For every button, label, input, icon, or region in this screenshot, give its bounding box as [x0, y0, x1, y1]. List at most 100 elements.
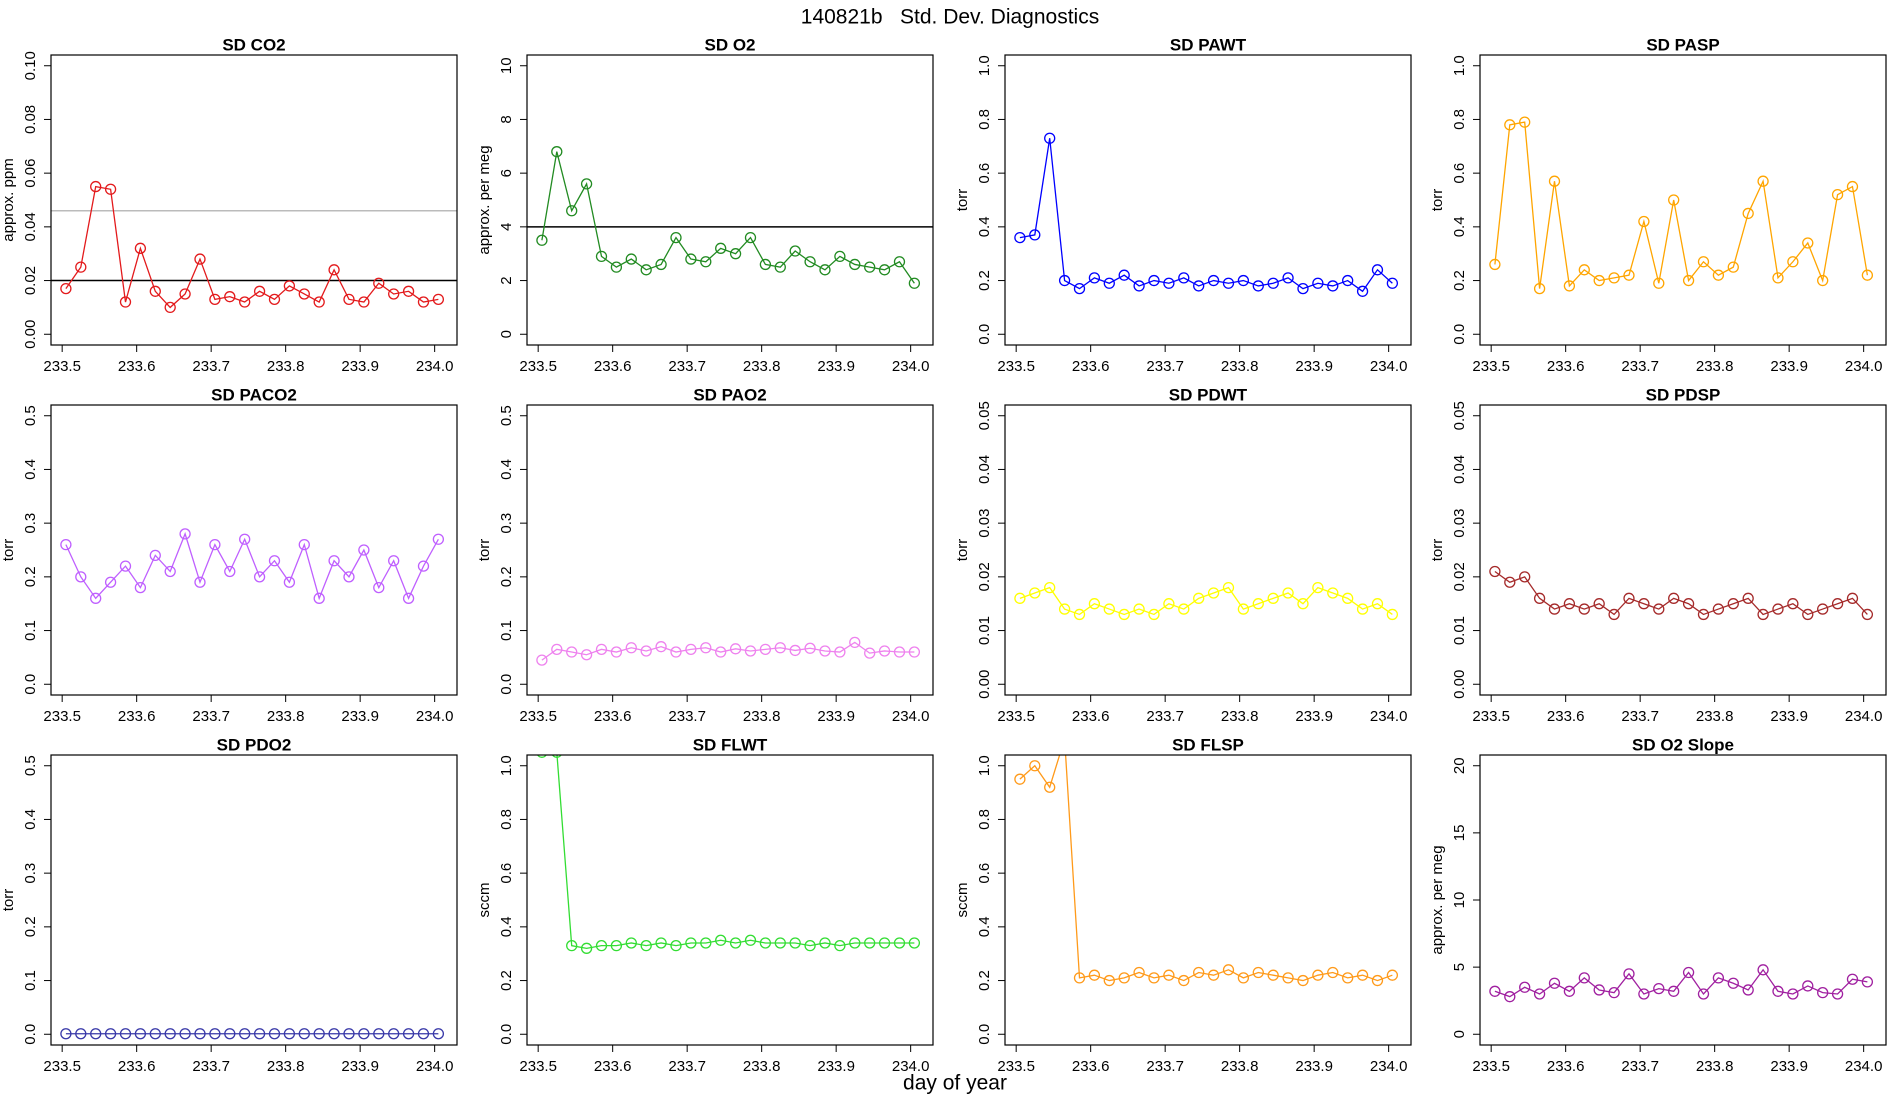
plot-area [1489, 565, 1874, 621]
y-tick-label: 0.0 [498, 1024, 515, 1045]
x-tick-label: 233.5 [519, 1058, 557, 1075]
point [774, 937, 786, 949]
point [685, 937, 697, 949]
point [744, 645, 757, 657]
point [1073, 608, 1086, 621]
x-tick-label: 234.0 [1845, 358, 1883, 375]
y-tick-label: 0.01 [976, 616, 993, 645]
point [1163, 969, 1175, 981]
series-line [556, 755, 915, 949]
point [1653, 982, 1665, 995]
series-line [541, 151, 915, 284]
y-tick-label: 0.6 [498, 863, 515, 884]
point [670, 231, 682, 244]
plot-area [60, 1028, 445, 1040]
x-tick-label: 233.8 [1221, 358, 1259, 375]
panel-title: SD PACO2 [211, 385, 297, 404]
x-tick-label: 233.6 [118, 358, 156, 375]
x-tick-label: 233.6 [594, 358, 632, 375]
x-tick-label: 233.9 [1295, 708, 1333, 725]
x-tick-label: 233.8 [267, 708, 305, 725]
plot-area [1014, 755, 1399, 987]
series-line [1494, 968, 1868, 998]
point [1563, 598, 1576, 610]
point [893, 646, 906, 658]
point [715, 934, 727, 946]
point [1548, 175, 1561, 187]
point [1802, 980, 1814, 992]
point [625, 642, 637, 654]
point [149, 1028, 161, 1040]
y-axis-label: torr [476, 539, 493, 562]
page-title: 140821b Std. Dev. Diagnostics [801, 6, 1099, 29]
y-tick-label: 0.5 [22, 405, 39, 426]
point [685, 253, 697, 265]
point [595, 250, 608, 263]
panel-title: SD FLWT [693, 735, 768, 754]
x-tick-label: 233.8 [743, 1058, 781, 1075]
point [551, 146, 563, 158]
point [1772, 985, 1784, 997]
point [1817, 986, 1829, 999]
point [1282, 587, 1294, 599]
y-tick-label: 0.4 [1451, 216, 1468, 237]
point [700, 642, 712, 654]
plot-frame [1004, 404, 1412, 696]
point [253, 285, 266, 297]
x-tick-label: 233.6 [118, 708, 156, 725]
y-tick-label: 0.6 [976, 863, 993, 884]
point [313, 592, 325, 604]
point [834, 250, 846, 263]
point [1312, 581, 1324, 594]
point [343, 571, 355, 583]
point [388, 288, 400, 300]
series-line [65, 185, 439, 309]
panel: SD FLSP sccm 0.0 0.2 0.4 0.6 0.8 1.0 233.5 233.6 2… [954, 735, 1412, 1075]
point [328, 555, 340, 567]
point [1742, 984, 1754, 996]
point [878, 645, 891, 657]
point [819, 937, 831, 949]
y-tick-label: 0.2 [498, 566, 515, 587]
point [1103, 603, 1115, 615]
x-tick-label: 233.5 [43, 708, 81, 725]
panel: SD PAO2 torr 0.0 0.1 0.2 0.3 0.4 0.5 233.5 233.6 2… [476, 385, 934, 725]
y-tick-label: 0.6 [1451, 163, 1468, 184]
point [1772, 603, 1784, 615]
x-tick-label: 233.7 [668, 708, 706, 725]
y-tick-label: 0.0 [976, 1024, 993, 1045]
point [566, 939, 578, 952]
point [224, 565, 236, 578]
point [1846, 973, 1859, 985]
point [1193, 966, 1205, 979]
point [1163, 277, 1175, 289]
point [1371, 974, 1384, 987]
point [1044, 132, 1056, 144]
point [1578, 603, 1590, 615]
point [75, 261, 87, 273]
point [1356, 969, 1369, 981]
point [1207, 969, 1220, 981]
point [179, 288, 191, 300]
x-tick-label: 233.5 [43, 1058, 81, 1075]
panel: SD PASP torr 0.0 0.2 0.4 0.6 0.8 1.0 233.5 233.6 2… [1429, 35, 1887, 375]
y-tick-label: 4 [498, 223, 515, 231]
panel: SD PAWT torr 0.0 0.2 0.4 0.6 0.8 1.0 233.5 233.6 2… [954, 35, 1412, 375]
y-tick-label: 20 [1451, 757, 1468, 774]
point [1386, 277, 1399, 289]
point [358, 1028, 370, 1040]
point [298, 538, 310, 551]
x-tick-label: 233.9 [1770, 1058, 1808, 1075]
point [1118, 608, 1130, 621]
point [1029, 229, 1041, 241]
point [313, 296, 325, 308]
point [1148, 608, 1160, 621]
panel: SD O2 Slope approx. per meg 0 5 10 15 20 233.5 2… [1429, 735, 1887, 1075]
point [1638, 988, 1650, 1000]
point [1133, 603, 1145, 615]
point [1608, 986, 1620, 999]
point [1118, 972, 1130, 984]
point [819, 645, 831, 657]
point [1058, 274, 1071, 287]
